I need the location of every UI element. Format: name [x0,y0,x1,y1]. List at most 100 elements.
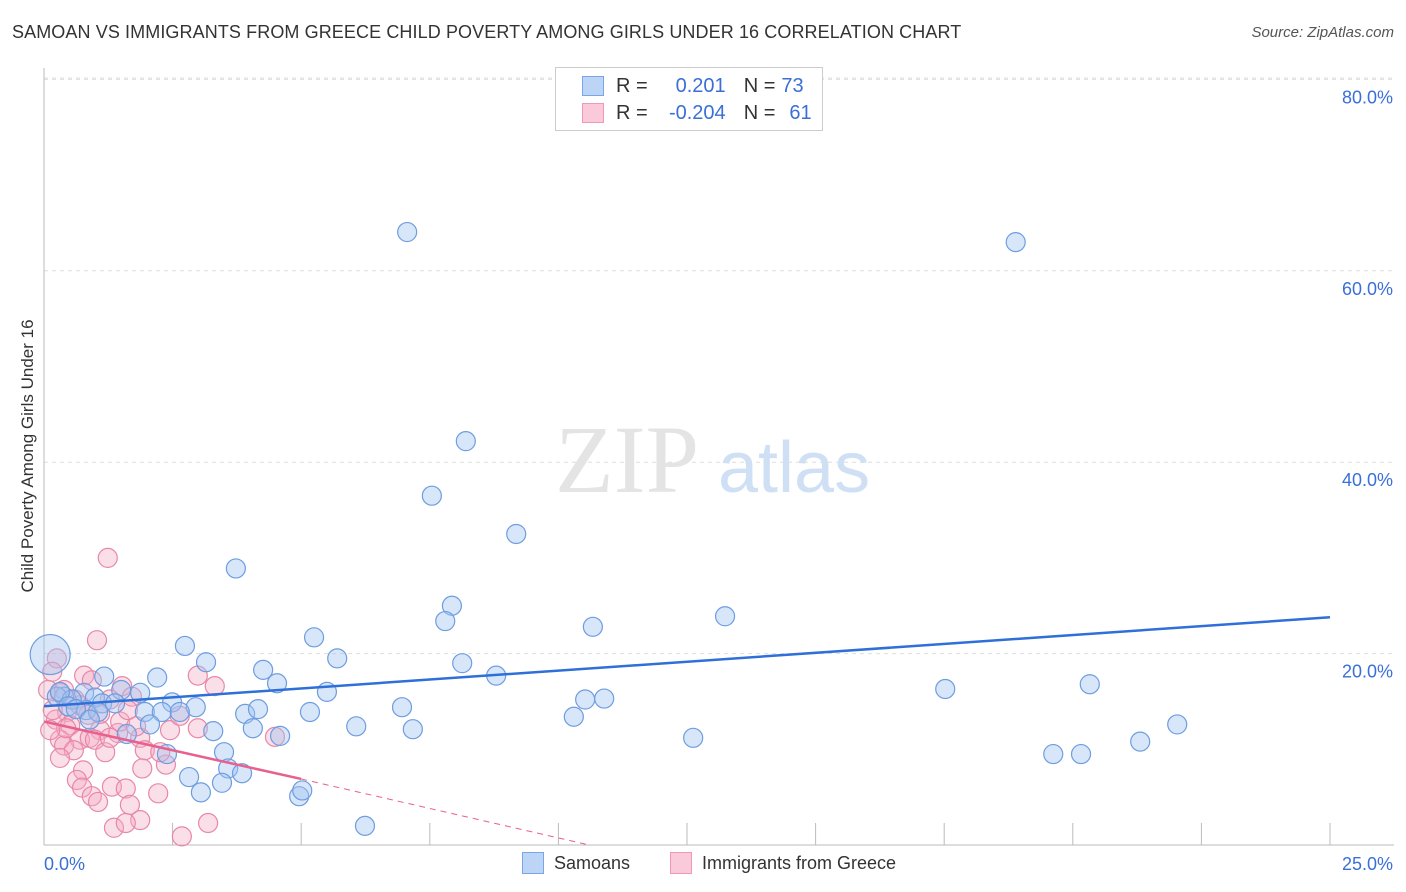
samoan-point [231,763,253,784]
samoan-point [421,485,442,506]
samoan-point [253,659,274,680]
n-label: N = [743,74,776,97]
greece-point [155,754,177,775]
samoan-point [225,558,246,579]
samoan-point [185,697,206,718]
trend-lines [43,615,1331,846]
samoan-point [1130,731,1151,752]
legend-row-samoans: R = 0.201 N = 73 [582,75,804,97]
legend-row-greece: R = -0.204 N = 61 [582,102,812,124]
samoan-point [441,595,463,616]
samoan-point [190,782,211,803]
trend-line-greece [43,720,302,781]
samoan-point [139,714,161,735]
samoan-point [683,727,704,748]
samoan-point [111,679,132,701]
samoan-point [79,709,100,730]
samoan-point [327,648,348,669]
greece-point [81,786,102,807]
greece-point [40,720,61,741]
n-value: 73 [781,74,804,97]
greece-point [187,718,208,739]
samoans-swatch [522,852,544,874]
r-label: R = [616,101,648,124]
samoan-point [104,693,126,714]
greece-point [81,670,102,691]
samoan-point [94,666,115,687]
samoan-point [402,719,423,740]
y-tick-label: 40.0% [1342,470,1393,490]
samoan-point [1070,743,1092,765]
samoan-point [289,786,310,807]
x-tick-label-max: 25.0% [1342,854,1393,874]
greece-point [72,760,94,781]
samoan-point [169,701,190,723]
samoan-point [1005,231,1026,253]
chart-title: SAMOAN VS IMMIGRANTS FROM GREECE CHILD P… [12,22,962,42]
samoan-point [346,716,367,737]
trend-line-extension [301,778,590,846]
greece-point [132,758,153,779]
greece-swatch [582,103,604,123]
samoan-point [195,652,217,673]
samoan-point [29,633,71,676]
greece-swatch [670,852,692,874]
samoan-point [211,772,233,793]
tick-labels: 20.0% 40.0% 60.0% 80.0% 0.0% 25.0% [44,87,1393,874]
trend-line-samoans [43,615,1331,708]
greece-point [115,812,136,834]
samoan-point [1079,674,1100,695]
correlation-legend: R = 0.201 N = 73 R = -0.204 N = 61 [555,67,823,131]
legend-item-samoans[interactable]: Samoans [522,852,630,874]
legend-item-greece[interactable]: Immigrants from Greece [670,852,896,874]
samoan-point [178,766,200,788]
samoan-point [303,627,325,648]
grid [44,77,1394,655]
y-tick-label: 20.0% [1342,662,1393,682]
greece-point [103,817,125,838]
samoan-point [582,616,603,637]
r-value: -0.204 [668,101,726,124]
watermark-atlas: atlas [718,428,870,508]
samoan-point [292,780,313,801]
source-label: Source: ZipAtlas.com [1251,24,1394,41]
samoan-point [1043,743,1064,765]
samoan-point [354,815,376,836]
y-tick-label: 80.0% [1342,87,1393,107]
n-label: N = [743,101,776,124]
greece-point [97,547,118,569]
samoan-point [266,673,288,694]
samoan-point [575,689,596,710]
samoan-point [714,606,736,627]
greece-point [115,778,136,799]
watermark-zip: ZIP [555,406,699,513]
y-tick-label: 60.0% [1342,279,1393,299]
legend-label: Immigrants from Greece [702,852,897,873]
samoan-point [247,699,269,720]
samoan-point [134,701,155,723]
samoan-point [270,725,291,747]
greece-point [197,812,219,834]
r-label: R = [616,74,648,97]
samoans-swatch [582,76,604,96]
samoan-point [452,653,473,674]
greece-point [49,747,71,769]
greece-point [46,648,67,669]
samoan-point [594,688,615,709]
greece-point [171,826,192,847]
greece-point [53,735,75,756]
axes [43,68,1394,846]
samoan-point [435,610,456,632]
r-value: 0.201 [675,74,726,97]
samoan-point [391,697,413,718]
samoan-point [455,431,476,452]
samoan-point [935,678,956,700]
greece-point [159,720,181,741]
n-value: 61 [789,101,812,124]
samoan-point [203,721,224,742]
legend-label: Samoans [554,852,631,873]
samoan-point [151,701,172,723]
samoan-point [299,701,321,723]
